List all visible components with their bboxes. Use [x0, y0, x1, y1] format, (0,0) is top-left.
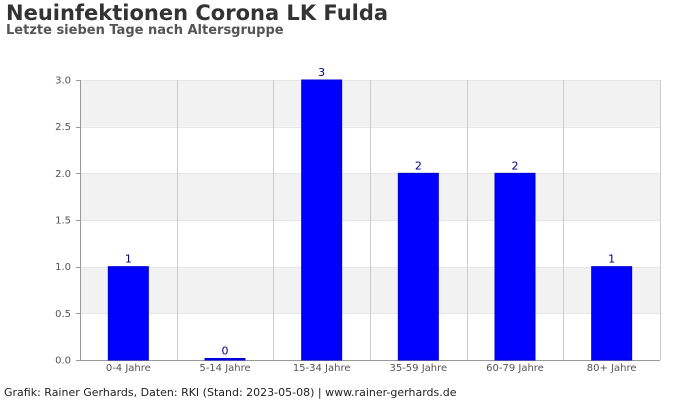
- y-tick-label: 1.0: [55, 262, 71, 273]
- axes: [76, 80, 660, 361]
- bar: [397, 172, 439, 361]
- bar-value-label: 0: [222, 345, 229, 358]
- bars: [107, 79, 633, 361]
- source-credit: Grafik: Rainer Gerhards, Daten: RKI (Sta…: [4, 386, 457, 399]
- x-tick-label: 80+ Jahre: [587, 363, 637, 374]
- y-tick-label: 3.0: [55, 76, 71, 87]
- data-labels: 1 0 3 2 2 1: [125, 66, 615, 358]
- chart-subtitle: Letzte sieben Tage nach Altersgruppe: [6, 23, 284, 38]
- y-tick-label: 2.0: [55, 169, 71, 180]
- bar-value-label: 2: [512, 159, 519, 172]
- x-tick-label: 5-14 Jahre: [199, 363, 250, 374]
- y-tick-label: 0.5: [55, 309, 71, 320]
- x-tick-label: 60-79 Jahre: [486, 363, 544, 374]
- x-tick-label: 0-4 Jahre: [106, 363, 151, 374]
- bar: [204, 358, 246, 361]
- bar-value-label: 3: [318, 66, 325, 79]
- y-tick-label: 2.5: [55, 122, 71, 133]
- chart-title: Neuinfektionen Corona LK Fulda: [6, 1, 389, 25]
- bar-value-label: 1: [608, 253, 615, 266]
- bar: [494, 172, 536, 361]
- bar: [107, 266, 149, 361]
- bar-value-label: 2: [415, 159, 422, 172]
- tick-labels: 0.0 0.5 1.0 1.5 2.0 2.5 3.0 0-4 Jahre 5-14 Jahre…: [55, 76, 636, 375]
- y-tick-label: 1.5: [55, 216, 71, 227]
- bar: [591, 266, 633, 361]
- bar: [301, 79, 343, 361]
- bar-value-label: 1: [125, 253, 132, 266]
- x-tick-label: 35-59 Jahre: [389, 363, 447, 374]
- y-tick-label: 0.0: [55, 356, 71, 367]
- x-tick-label: 15-34 Jahre: [293, 363, 351, 374]
